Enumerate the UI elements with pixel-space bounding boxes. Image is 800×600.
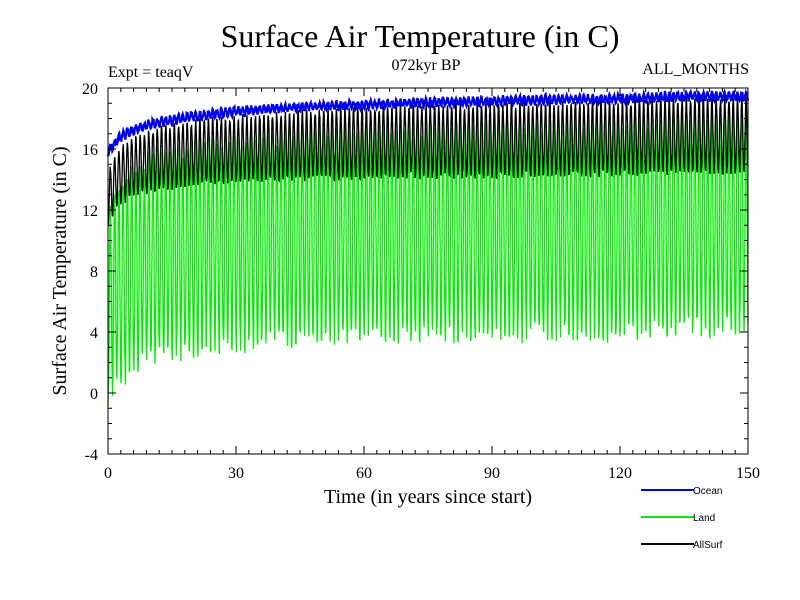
legend-label-allsurf: AllSurf <box>693 540 723 551</box>
axis-layer: 0 30 60 90 120 150 -4 0 4 8 12 16 20 <box>82 81 760 482</box>
months-label: ALL_MONTHS <box>642 61 749 78</box>
y-tick-label: -4 <box>85 447 98 464</box>
experiment-label: Expt = teaqV <box>108 64 194 81</box>
legend-label-land: Land <box>693 513 715 524</box>
legend-label-ocean: Ocean <box>693 486 722 497</box>
x-tick-label: 60 <box>356 465 372 482</box>
series-layer <box>106 88 750 407</box>
y-tick-label: 8 <box>90 264 98 281</box>
y-tick-label: 4 <box>90 325 98 342</box>
y-tick-label: 12 <box>82 203 98 220</box>
chart-title: Surface Air Temperature (in C) <box>221 18 620 54</box>
x-tick-label: 150 <box>736 465 760 482</box>
y-tick-label: 0 <box>90 386 98 403</box>
y-axis-label: Surface Air Temperature (in C) <box>49 146 71 395</box>
period-label: 072kyr BP <box>392 57 461 74</box>
x-tick-label: 90 <box>484 465 500 482</box>
series-line-allsurf <box>107 94 749 227</box>
y-tick-label: 16 <box>82 142 98 159</box>
x-tick-label: 30 <box>228 465 244 482</box>
series-line-land <box>107 105 749 407</box>
x-axis-label: Time (in years since start) <box>324 486 532 508</box>
y-tick-label: 20 <box>82 81 98 98</box>
x-tick-label: 120 <box>608 465 632 482</box>
legend: Ocean Land AllSurf <box>641 486 723 551</box>
x-tick-label: 0 <box>104 465 112 482</box>
series-line-ocean <box>106 88 750 157</box>
